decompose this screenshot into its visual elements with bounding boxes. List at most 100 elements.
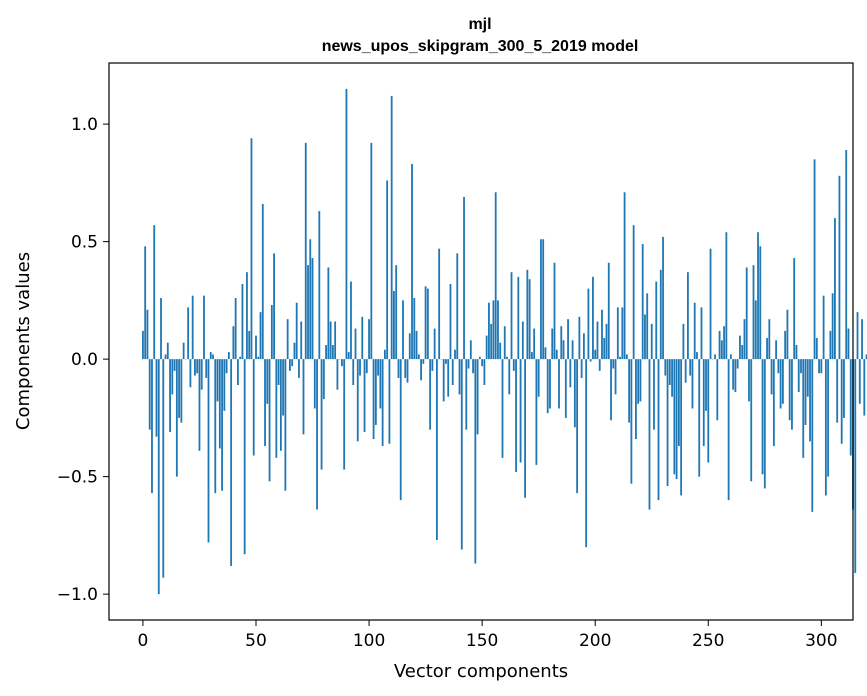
- y-axis-ticks: −1.0 −0.5 0.0 0.5 1.0: [57, 115, 109, 605]
- bar: [793, 258, 796, 360]
- bar: [415, 330, 418, 360]
- bar: [585, 359, 588, 548]
- bar: [863, 359, 866, 416]
- bar: [786, 309, 789, 360]
- bar: [650, 323, 653, 360]
- bar: [553, 262, 556, 360]
- bar: [284, 359, 287, 491]
- bar: [834, 218, 836, 360]
- bar: [307, 265, 309, 360]
- bar: [302, 359, 305, 435]
- bar: [270, 305, 273, 360]
- bar: [311, 258, 314, 360]
- bar: [318, 211, 321, 360]
- bar: [827, 359, 830, 477]
- bar: [809, 359, 811, 442]
- bar: [243, 359, 246, 555]
- bar: [350, 281, 352, 360]
- bar: [203, 295, 205, 360]
- bar: [449, 283, 452, 360]
- bar: [567, 319, 569, 360]
- bar: [492, 300, 495, 360]
- bar: [469, 340, 472, 360]
- x-tick-label: 100: [353, 631, 385, 651]
- bar: [845, 149, 848, 360]
- bar: [246, 272, 248, 360]
- bar: [359, 359, 361, 376]
- bar: [365, 359, 368, 374]
- bar: [569, 359, 572, 388]
- bar: [411, 164, 413, 360]
- bar: [802, 359, 805, 458]
- bar: [472, 359, 474, 374]
- bar: [752, 265, 755, 360]
- x-axis-label: Vector components: [394, 661, 568, 682]
- bar: [313, 359, 316, 409]
- bar: [564, 359, 567, 418]
- bar: [677, 359, 680, 447]
- bar: [605, 323, 608, 360]
- bar: [460, 359, 463, 550]
- bar: [352, 359, 355, 385]
- bar: [779, 359, 782, 409]
- bar: [481, 359, 484, 367]
- bar: [707, 359, 710, 463]
- bar: [268, 359, 271, 482]
- bar: [182, 342, 185, 360]
- y-tick-label: 0.5: [71, 233, 98, 253]
- bar: [458, 359, 461, 395]
- bar: [447, 359, 450, 397]
- bar: [560, 326, 563, 360]
- bar: [519, 359, 522, 463]
- bar: [255, 335, 257, 360]
- bar: [252, 359, 255, 456]
- bar: [788, 359, 791, 421]
- bar: [840, 359, 843, 444]
- bar: [467, 359, 470, 369]
- bar: [714, 354, 716, 360]
- bar: [191, 295, 194, 360]
- bar: [754, 300, 757, 360]
- bar: [526, 269, 529, 360]
- bar: [232, 326, 235, 360]
- bar: [209, 352, 212, 360]
- bar: [404, 359, 407, 378]
- bar: [727, 359, 730, 501]
- bar: [648, 359, 651, 510]
- bar: [623, 192, 626, 360]
- bar: [300, 321, 303, 360]
- bar: [705, 359, 707, 411]
- plot-frame: [108, 62, 854, 621]
- bar: [528, 279, 531, 360]
- bar: [207, 359, 210, 543]
- bar: [691, 359, 694, 409]
- bar: [390, 95, 393, 360]
- y-tick-label: −0.5: [57, 468, 98, 488]
- bar: [696, 352, 698, 360]
- bar: [393, 290, 395, 360]
- bar: [546, 359, 549, 414]
- bar: [501, 359, 504, 458]
- bar: [653, 359, 655, 430]
- bar: [506, 356, 508, 360]
- bar: [374, 359, 377, 425]
- bar: [512, 359, 515, 371]
- bar: [795, 345, 798, 360]
- bar: [325, 345, 327, 360]
- bar: [327, 267, 330, 360]
- bar: [619, 356, 621, 360]
- bar: [336, 359, 339, 390]
- bar: [639, 359, 642, 402]
- bar: [517, 276, 520, 360]
- bar: [524, 359, 526, 498]
- bar: [646, 293, 649, 360]
- bar: [829, 330, 832, 360]
- bar: [286, 319, 289, 360]
- bar: [474, 359, 477, 564]
- bar: [273, 253, 275, 360]
- bar: [438, 248, 441, 360]
- bar: [354, 328, 357, 360]
- bar: [171, 359, 174, 395]
- bar: [451, 359, 454, 385]
